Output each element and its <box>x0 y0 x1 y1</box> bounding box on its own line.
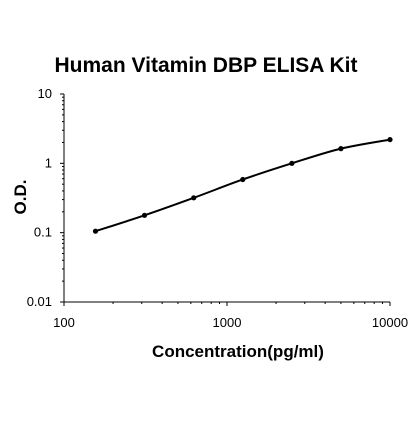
data-point <box>93 229 98 234</box>
data-point <box>387 137 392 142</box>
data-point <box>142 213 147 218</box>
y-tick-label: 10 <box>38 86 52 101</box>
x-tick-label: 10000 <box>372 315 408 330</box>
data-point <box>338 146 343 151</box>
data-point <box>240 177 245 182</box>
x-tick-label: 100 <box>53 315 75 330</box>
series-line <box>95 140 390 232</box>
x-axis-label: Concentration(pg/ml) <box>152 342 324 361</box>
data-point <box>191 195 196 200</box>
y-tick-label: 1 <box>45 155 52 170</box>
y-axis-label: O.D. <box>11 180 30 215</box>
y-tick-label: 0.01 <box>27 294 52 309</box>
x-tick-label: 1000 <box>213 315 242 330</box>
y-tick-label: 0.1 <box>34 225 52 240</box>
data-point <box>289 161 294 166</box>
chart-title: Human Vitamin DBP ELISA Kit <box>55 54 358 77</box>
plot-area: 0.01 0.1 1 10 100 1000 10000 <box>27 86 408 330</box>
